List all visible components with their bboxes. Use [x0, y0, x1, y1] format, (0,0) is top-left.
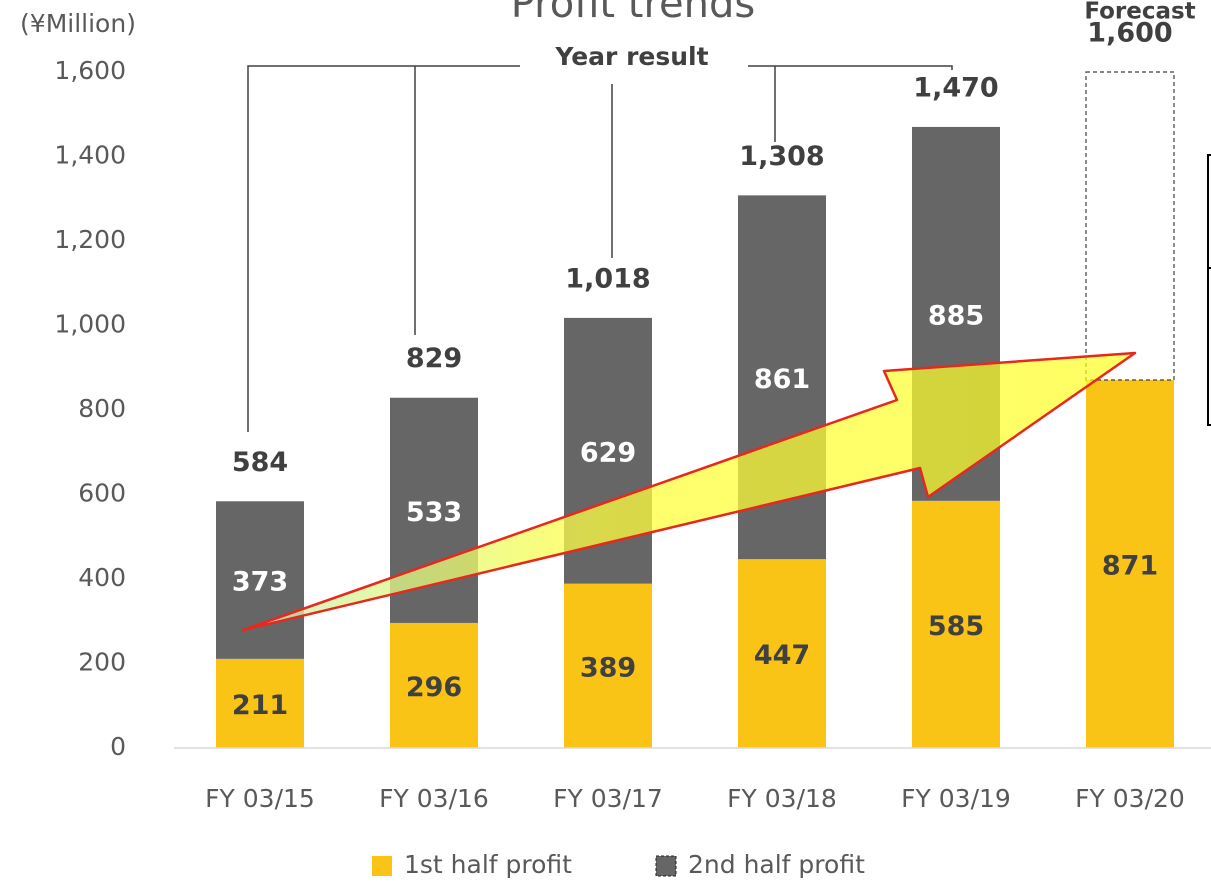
data-label: 629 — [580, 437, 636, 468]
total-label: 1,470 — [913, 72, 998, 103]
y-tick-label: 800 — [78, 394, 126, 423]
bar-segment — [564, 583, 652, 748]
annotation: Year result — [554, 42, 708, 71]
y-tick-label: 1,200 — [54, 225, 126, 254]
y-tick-label: 1,400 — [54, 141, 126, 170]
total-label: 584 — [232, 447, 288, 478]
side-box — [1207, 154, 1211, 426]
bar-segment — [1086, 380, 1174, 748]
data-label: 861 — [754, 364, 810, 395]
chart-title: Profit trends — [511, 0, 756, 27]
total-label: 1,018 — [565, 263, 650, 294]
legend-swatch — [655, 855, 677, 877]
bar-segment — [738, 559, 826, 748]
bar-segment — [216, 501, 304, 659]
bar-segment — [390, 622, 478, 748]
y-tick-label: 600 — [78, 479, 126, 508]
data-label: 211 — [232, 690, 288, 721]
data-label: 885 — [928, 300, 984, 331]
trend-arrow — [241, 351, 1137, 632]
bar-segment — [216, 658, 304, 748]
data-label: 585 — [928, 611, 984, 642]
bracket — [247, 65, 953, 432]
x-tick-label: FY 03/15 — [205, 784, 315, 813]
total-label: 1,308 — [739, 141, 824, 172]
legend-label: 1st half profit — [404, 850, 572, 879]
annotation: Forecast — [1084, 0, 1195, 25]
x-tick-label: FY 03/19 — [901, 784, 1011, 813]
y-axis-label: (¥Million) — [20, 9, 136, 38]
y-tick-label: 0 — [110, 732, 126, 761]
y-tick-label: 1,000 — [54, 310, 126, 339]
total-label: 829 — [406, 343, 462, 374]
legend-swatch — [372, 856, 392, 876]
data-label: 373 — [232, 567, 288, 598]
data-label: 447 — [754, 640, 810, 671]
total-label: 1,600 — [1087, 18, 1172, 49]
data-label: 871 — [1102, 551, 1158, 582]
x-tick-label: FY 03/18 — [727, 784, 837, 813]
data-label: 296 — [406, 672, 462, 703]
data-label: 533 — [406, 497, 462, 528]
data-label: 729 — [1102, 213, 1158, 244]
x-tick-label: FY 03/16 — [379, 784, 489, 813]
x-tick-label: FY 03/20 — [1075, 784, 1185, 813]
data-label: 389 — [580, 652, 636, 683]
y-tick-label: 400 — [78, 563, 126, 592]
y-tick-label: 1,600 — [54, 56, 126, 85]
x-tick-label: FY 03/17 — [553, 784, 663, 813]
legend-label: 2nd half profit — [688, 850, 865, 879]
y-tick-label: 200 — [78, 648, 126, 677]
bar-segment — [1085, 71, 1175, 381]
bar-segment — [912, 500, 1000, 748]
